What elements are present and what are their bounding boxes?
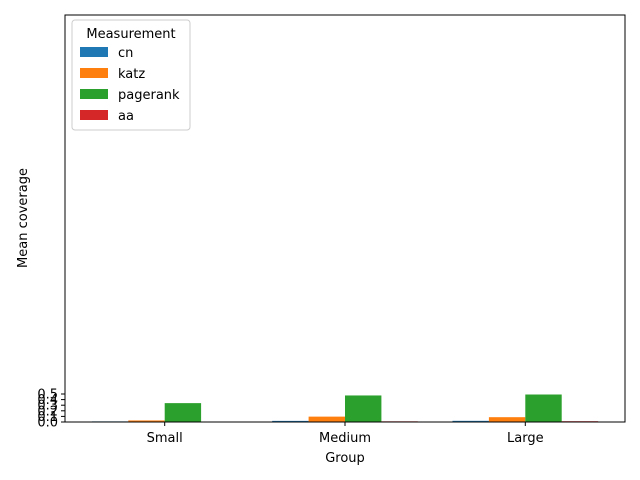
legend-swatch-pagerank — [80, 89, 108, 99]
legend-swatch-aa — [80, 110, 108, 120]
legend-label-pagerank: pagerank — [118, 88, 180, 103]
bar-pagerank-large — [525, 394, 562, 422]
legend-label-cn: cn — [118, 46, 133, 61]
y-ticks-group: 0.00.10.20.30.40.5 — [37, 388, 65, 431]
legend-label-katz: katz — [118, 67, 145, 82]
legend-swatch-cn — [80, 47, 108, 57]
y-tick-label: 0.5 — [37, 388, 58, 403]
legend-swatch-katz — [80, 68, 108, 78]
legend: Measurement cn katz pagerank aa — [71, 19, 191, 131]
y-tick-label: 0.2 — [37, 404, 58, 419]
bar-katz-medium — [308, 416, 345, 422]
x-tick-label: Small — [147, 431, 183, 446]
y-tick-label: 0.0 — [37, 416, 58, 431]
bar-cn-medium — [272, 420, 309, 422]
plot-frame — [64, 14, 626, 423]
y-tick-label: 0.1 — [37, 410, 58, 425]
legend-label-aa: aa — [118, 109, 134, 124]
bar-katz-small — [128, 420, 165, 422]
x-axis-label: Group — [325, 451, 365, 466]
bar-cn-large — [452, 420, 489, 422]
y-tick-label: 0.3 — [37, 399, 58, 414]
y-axis-label: Mean coverage — [16, 168, 31, 268]
y-tick-label: 0.4 — [37, 393, 58, 408]
x-tick-label: Medium — [319, 431, 371, 446]
legend-title: Measurement — [86, 27, 175, 42]
bar-pagerank-medium — [345, 395, 382, 422]
x-ticks-group: Small Medium Large — [147, 422, 544, 446]
x-tick-label: Large — [507, 431, 544, 446]
bar-katz-large — [488, 417, 526, 422]
bar-pagerank-small — [164, 403, 202, 422]
